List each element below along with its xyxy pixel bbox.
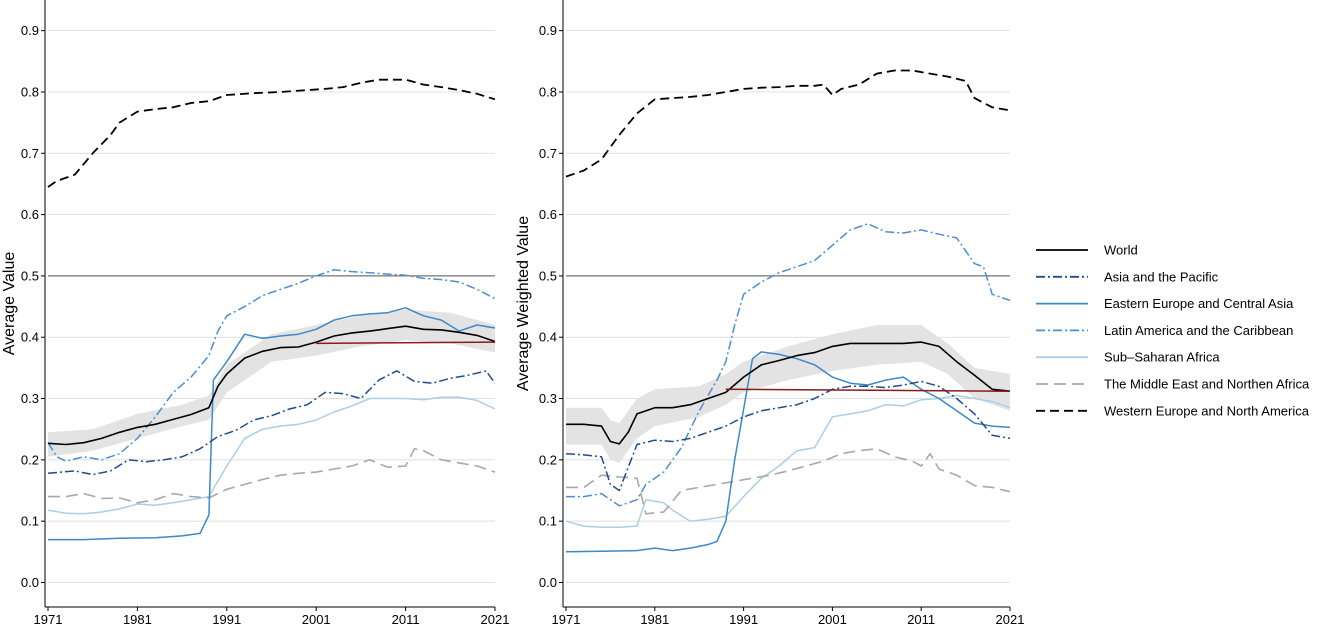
right-ytick-label: 0.2 [539,452,557,467]
left-ytick-label: 0.0 [21,575,39,590]
right-series-the-middle-east-and-northen-africa [566,448,1011,515]
right-y-axis-title: Average Weighted Value [515,216,532,391]
right-ytick-label: 0.6 [539,207,557,222]
left-xtick-label: 1981 [123,612,152,627]
legend-label-4: Latin America and the Caribbean [1104,323,1293,338]
left-xtick-label: 2011 [392,612,420,627]
left-xtick-label: 2001 [302,612,331,627]
right-ytick-label: 0.7 [539,146,557,161]
left-ytick-label: 0.4 [21,330,39,345]
right-series-trend [725,388,1011,392]
right-series-asia-and-the-pacific [565,380,1011,492]
left-series-asia-and-the-pacific [47,370,496,476]
left-ytick-label: 0.9 [21,23,39,38]
left-series-western-europe-and-north-america [47,78,496,188]
right-xtick-label: 2001 [818,612,847,627]
right-series-latin-america-and-the-caribbean [566,223,1011,507]
right-ytick-label: 0.8 [539,84,557,99]
right-ytick-label: 0.4 [539,330,557,345]
right-panel: 0.0 0.1 0.2 0.3 0.4 0.5 0.6 0.7 0.8 0.9 1971 1981 19… [515,0,1024,627]
right-xtick-label: 2011 [907,612,935,627]
left-series-sub-saharan-africa [47,396,496,515]
left-series-world [47,325,496,446]
right-ytick-label: 0.9 [539,23,557,38]
left-panel: 0.0 0.1 0.2 0.3 0.4 0.5 0.6 0.7 0.8 0.9 1971 1981 19… [1,0,509,627]
legend: World Asia and the Pacific Eastern Europe … [1036,243,1310,418]
legend-label-5: Sub–Saharan Africa [1104,350,1220,365]
left-xtick-label: 2021 [481,612,510,627]
left-series-trend [316,341,496,345]
left-ytick-label: 0.2 [21,452,39,467]
right-xtick-label: 1991 [729,612,758,627]
left-xtick-label: 1991 [212,612,241,627]
left-ytick-label: 0.8 [21,84,39,99]
right-series-eastern-europe-and-central-asia [565,351,1011,553]
legend-label-7: Western Europe and North America [1104,403,1310,418]
legend-label-2: Asia and the Pacific [1104,269,1219,284]
legend-label-3: Eastern Europe and Central Asia [1104,296,1294,311]
left-confidence-band [48,309,495,457]
left-series-the-middle-east-and-northen-africa [48,448,496,504]
left-xtick-label: 1971 [34,612,63,627]
left-ytick-label: 0.5 [21,268,39,283]
right-series-world [566,341,1011,445]
right-ytick-label: 0.1 [539,514,557,529]
right-ytick-label: 0.5 [539,268,557,283]
legend-label-6: The Middle East and Northen Africa [1104,377,1310,392]
left-ytick-label: 0.7 [21,146,39,161]
left-ytick-label: 0.1 [21,514,39,529]
right-xtick-label: 2021 [996,612,1025,627]
left-ytick-label: 0.3 [21,391,39,406]
left-series-eastern-europe-and-central-asia [48,307,496,541]
right-series-western-europe-and-north-america [565,69,1011,178]
right-ytick-label: 0.0 [539,575,557,590]
right-xtick-label: 1981 [640,612,669,627]
right-confidence-band [566,325,1010,463]
legend-label-1: World [1104,243,1138,258]
left-y-axis-title: Average Value [1,252,18,356]
right-series-sub-saharan-africa [565,394,1011,529]
right-xtick-label: 1971 [552,612,581,627]
right-ytick-label: 0.3 [539,391,557,406]
left-ytick-label: 0.6 [21,207,39,222]
left-series-latin-america-and-the-caribbean [47,269,496,462]
